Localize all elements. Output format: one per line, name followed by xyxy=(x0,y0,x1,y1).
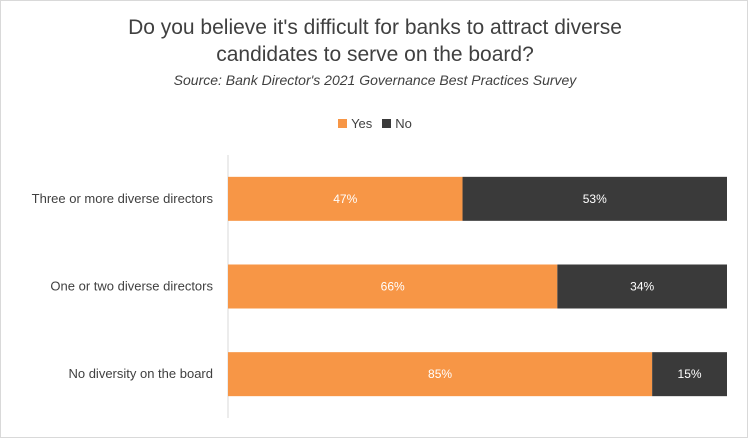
bar-no xyxy=(652,352,727,397)
category-label: No diversity on the board xyxy=(68,366,213,381)
data-label-yes: 85% xyxy=(428,367,452,381)
bar-group: 47% 53% 66% 34% 85% 15% xyxy=(228,176,727,397)
bar-yes xyxy=(228,352,653,397)
data-label-no: 53% xyxy=(583,192,607,206)
bar-no xyxy=(557,264,727,309)
legend-label-no: No xyxy=(395,116,412,131)
bar-yes xyxy=(228,264,558,309)
legend-swatch-no xyxy=(382,119,392,128)
category-labels: Three or more diverse directors One or tw… xyxy=(32,191,214,381)
chart-title: Do you believe it's difficult for banks … xyxy=(128,16,622,66)
data-label-no: 15% xyxy=(678,367,702,381)
legend-label-yes: Yes xyxy=(351,116,373,131)
data-label-yes: 47% xyxy=(333,192,357,206)
data-label-yes: 66% xyxy=(381,280,405,294)
bar-yes xyxy=(228,176,463,221)
bar-no xyxy=(462,176,727,221)
chart-subtitle: Source: Bank Director's 2021 Governance … xyxy=(173,72,577,88)
data-label-no: 34% xyxy=(630,280,654,294)
legend-item-no: No xyxy=(382,116,412,131)
category-label: One or two diverse directors xyxy=(50,279,213,294)
category-label: Three or more diverse directors xyxy=(32,191,214,206)
chart-legend: Yes No xyxy=(0,116,750,131)
legend-swatch-yes xyxy=(338,119,348,128)
legend-item-yes: Yes xyxy=(338,116,372,131)
